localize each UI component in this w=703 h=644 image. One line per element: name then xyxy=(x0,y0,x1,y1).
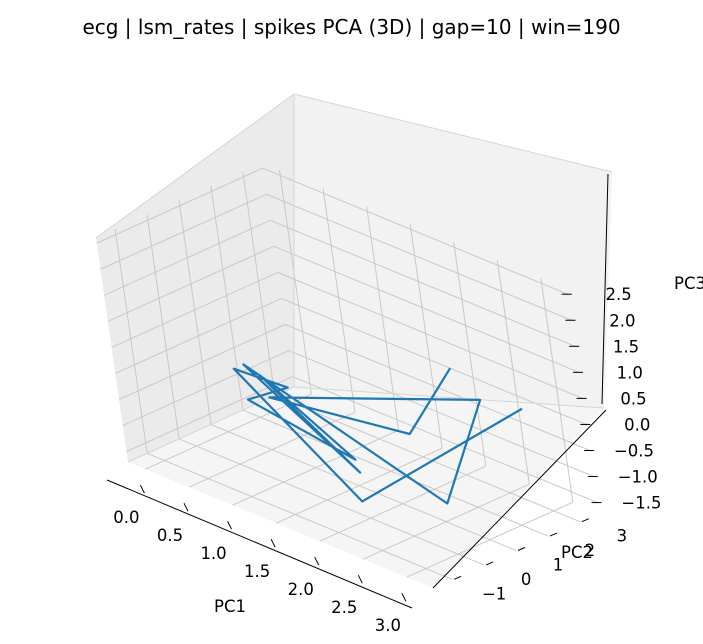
y-axis-line xyxy=(432,409,607,589)
z-tick-label: 1.5 xyxy=(613,337,639,356)
grid-line-x xyxy=(366,206,400,431)
grid-line-y xyxy=(146,452,453,580)
y-tick-label: 1 xyxy=(553,556,564,575)
grid-line-z xyxy=(100,193,267,270)
y-tick-label: 0 xyxy=(521,570,532,589)
y-tick-mark xyxy=(453,575,462,580)
x-tick-label: 2.5 xyxy=(331,598,357,617)
grid-line-y xyxy=(114,229,148,454)
grid-line-z xyxy=(269,219,576,347)
x-tick-label: 1.0 xyxy=(200,544,226,563)
grid-line-y xyxy=(178,200,212,425)
grid-line-y xyxy=(242,171,276,396)
back-pane xyxy=(294,94,612,408)
grid-line-z xyxy=(111,271,278,348)
z-tick-label: 2.5 xyxy=(605,285,631,304)
x-axis-label: PC1 xyxy=(214,597,246,616)
grid-line-x xyxy=(278,170,312,395)
y-axis-label: PC2 xyxy=(561,543,593,562)
grid-line-z xyxy=(118,324,286,400)
grid-line-z xyxy=(126,376,293,453)
z-tick-label: −0.5 xyxy=(614,441,654,460)
x-tick-label: 3.0 xyxy=(375,616,401,635)
grid-line-x xyxy=(409,224,443,449)
grid-line-y xyxy=(178,438,485,566)
series-line xyxy=(232,363,523,505)
y-tick-mark xyxy=(549,532,558,537)
x-tick-label: 1.5 xyxy=(244,562,270,581)
x-tick-mark xyxy=(270,538,276,548)
grid-line-y xyxy=(274,395,581,523)
x-tick-label: 2.0 xyxy=(288,580,314,599)
x-tick-mark xyxy=(183,502,189,512)
x-tick-mark xyxy=(139,484,145,494)
x-tick-label: 0.0 xyxy=(113,508,139,527)
grid-line-x xyxy=(322,188,356,413)
grid-line-x xyxy=(453,242,487,467)
chart-title: ecg | lsm_rates | spikes PCA (3D) | gap=… xyxy=(82,15,620,39)
y-tick-label: 3 xyxy=(617,527,628,546)
grid-line-x xyxy=(540,278,574,503)
z-tick-label: 0.0 xyxy=(624,415,650,434)
pane-edge xyxy=(293,93,613,173)
x-tick-mark xyxy=(314,556,320,566)
x-tick-mark xyxy=(401,592,407,602)
z-axis-label: PC3 xyxy=(674,274,703,293)
y-tick-label: −1 xyxy=(482,584,506,603)
pane-edge xyxy=(293,386,605,409)
y-tick-mark xyxy=(581,518,590,523)
grid-line-z xyxy=(288,350,594,477)
z-tick-label: 0.5 xyxy=(620,389,646,408)
z-tick-label: −1.5 xyxy=(621,494,661,513)
plot-3d-axes: 0.0 0.5 1.0 1.5 2.0 2.5 3.0 −1 0 1 2 3 −1.5 −1.0 −0.5 0… xyxy=(95,93,703,635)
grid-line-x xyxy=(496,260,530,485)
grid-line-z xyxy=(96,167,263,244)
y-tick-mark xyxy=(485,561,494,566)
grid-line-z xyxy=(103,219,271,296)
floor-pane xyxy=(128,387,604,588)
y-tick-mark xyxy=(517,547,526,551)
z-axis-line xyxy=(601,173,609,405)
grid-line-y xyxy=(210,424,517,551)
grid-line-z xyxy=(122,350,289,426)
grid-line-z xyxy=(277,271,583,399)
axis-ticks: 0.0 0.5 1.0 1.5 2.0 2.5 3.0 −1 0 1 2 3 −1.5 −1.0 −0.5 0… xyxy=(113,285,661,635)
grid-line-y xyxy=(146,214,180,439)
x-tick-label: 0.5 xyxy=(157,526,183,545)
grid-line-z xyxy=(115,297,282,374)
x-axis-line xyxy=(106,479,413,609)
z-tick-label: −1.0 xyxy=(618,468,658,487)
y-tick-label: 2 xyxy=(585,541,596,560)
x-tick-mark xyxy=(227,520,233,530)
pane-edge xyxy=(127,386,295,463)
z-tick-label: 2.0 xyxy=(609,311,635,330)
x-tick-mark xyxy=(357,574,363,584)
grid-line-z xyxy=(262,167,568,295)
z-tick-label: 1.0 xyxy=(617,363,643,382)
grid-line-z xyxy=(107,245,275,322)
grid-line-z xyxy=(273,245,580,373)
grid-line-z xyxy=(266,193,572,321)
grid-lines xyxy=(96,167,598,580)
pane-edge xyxy=(95,93,295,239)
